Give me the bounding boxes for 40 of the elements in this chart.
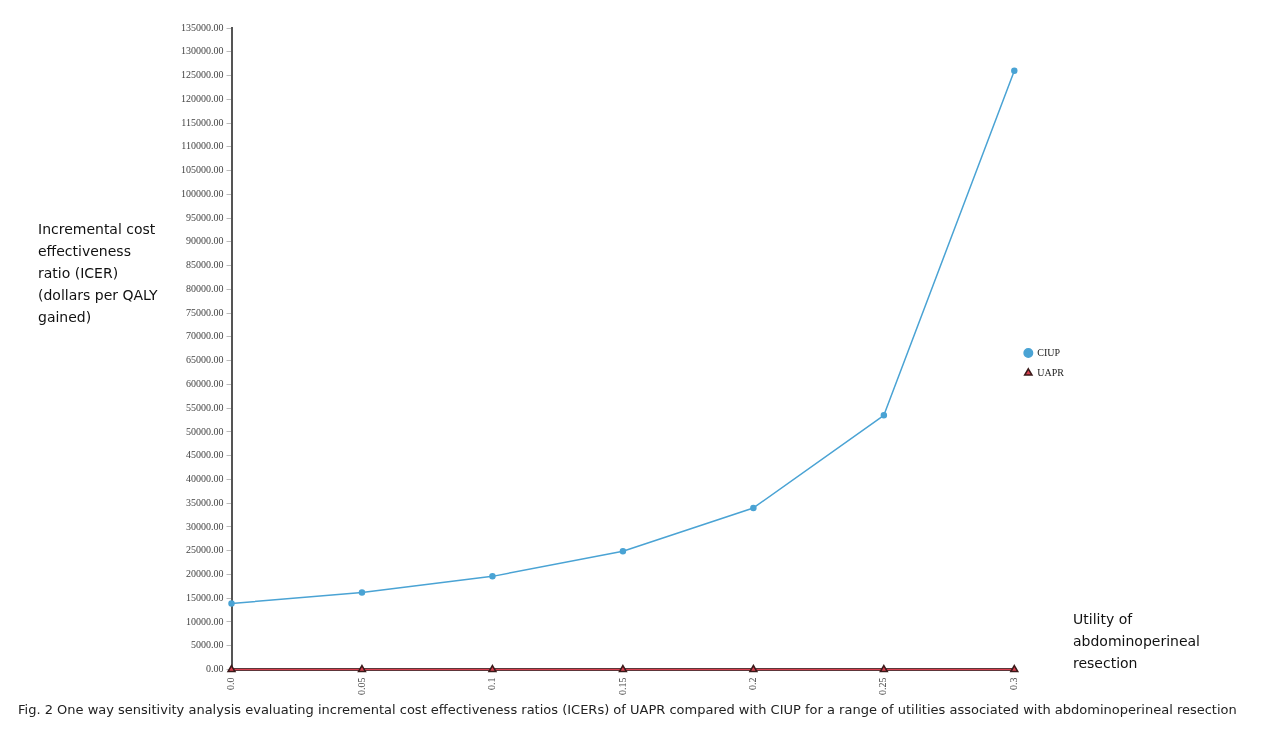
y-tick-label: 75000.00 <box>186 306 224 318</box>
y-tick-label: 60000.00 <box>186 378 224 390</box>
y-tick-label: 55000.00 <box>186 401 224 413</box>
x-tick-label: 0.3 <box>1007 677 1019 690</box>
y-tick-label: 90000.00 <box>186 235 224 247</box>
y-tick-label: 25000.00 <box>186 544 224 556</box>
y-tick-label: 40000.00 <box>186 473 224 485</box>
y-tick-label: 110000.00 <box>181 140 224 152</box>
y-tick-label: 125000.00 <box>181 69 224 81</box>
y-axis-title: Incremental cost effectiveness ratio (ICER) (dollars per QALY gained) <box>38 220 159 327</box>
y-tick-label: 115000.00 <box>181 116 224 128</box>
y-tick-label: 20000.00 <box>186 568 224 580</box>
y-tick-label: 5000.00 <box>191 639 224 651</box>
y-tick-label: 10000.00 <box>186 615 224 627</box>
y-tick-label: 95000.00 <box>186 211 224 223</box>
y-tick-label: 130000.00 <box>181 45 224 57</box>
y-tick-label: 30000.00 <box>186 520 224 532</box>
x-tick-label: 0.15 <box>616 677 628 695</box>
legend-label: CIUP <box>1037 346 1061 358</box>
x-tick-label: 0.2 <box>747 677 759 690</box>
y-tick-label: 70000.00 <box>186 330 224 342</box>
legend-label: UAPR <box>1037 366 1065 378</box>
x-tick-label: 0.05 <box>355 677 367 695</box>
x-axis-title: Utility of abdominoperineal resection <box>1073 610 1201 673</box>
y-tick-label: 120000.00 <box>181 92 224 104</box>
y-tick-label: 15000.00 <box>186 591 224 603</box>
y-tick-label: 105000.00 <box>181 164 224 176</box>
y-tick-label: 50000.00 <box>186 425 224 437</box>
x-tick-label: 0.0 <box>225 677 237 690</box>
y-tick-label: 45000.00 <box>186 449 224 461</box>
y-tick-label: 135000.00 <box>181 21 224 33</box>
y-tick-label: 0.00 <box>206 663 224 675</box>
y-tick-label: 85000.00 <box>186 259 224 271</box>
y-tick-label: 100000.00 <box>181 187 224 199</box>
y-tick-label: 80000.00 <box>186 282 224 294</box>
x-tick-label: 0.25 <box>877 677 889 695</box>
y-tick-label: 35000.00 <box>186 496 224 508</box>
caption: Fig. 2 One way sensitivity analysis evaluating incremental cost effectiveness ratios (ICERs) of UAPR compared with CIUP for a range of utilities associated with abdominoperineal resection <box>17 701 1238 719</box>
y-tick-label: 65000.00 <box>186 354 224 366</box>
x-tick-label: 0.1 <box>486 677 498 690</box>
